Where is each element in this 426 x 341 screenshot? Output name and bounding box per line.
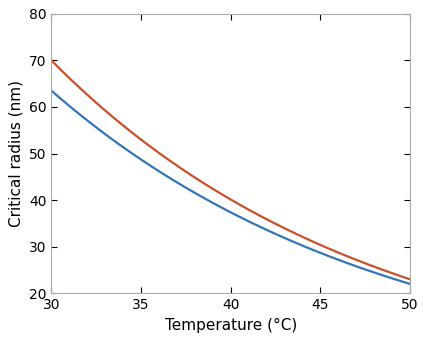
1 bar: [219, 206, 224, 210]
1.2 bar: [406, 277, 412, 281]
1.2 bar: [242, 206, 248, 210]
1 bar: [49, 89, 54, 93]
1.2 bar: [219, 192, 224, 196]
1.2 bar: [342, 253, 347, 257]
Line: 1 bar: 1 bar: [51, 91, 409, 284]
1.2 bar: [221, 193, 226, 197]
Line: 1.2 bar: 1.2 bar: [51, 60, 409, 279]
1 bar: [398, 279, 403, 283]
1 bar: [342, 260, 347, 264]
X-axis label: Temperature (°C): Temperature (°C): [164, 318, 296, 333]
1 bar: [262, 227, 267, 231]
1 bar: [406, 282, 412, 286]
1.2 bar: [49, 58, 54, 62]
1 bar: [221, 207, 226, 211]
1 bar: [242, 218, 248, 222]
1.2 bar: [262, 216, 267, 220]
1.2 bar: [398, 274, 403, 278]
Y-axis label: Critical radius (nm): Critical radius (nm): [9, 80, 23, 227]
